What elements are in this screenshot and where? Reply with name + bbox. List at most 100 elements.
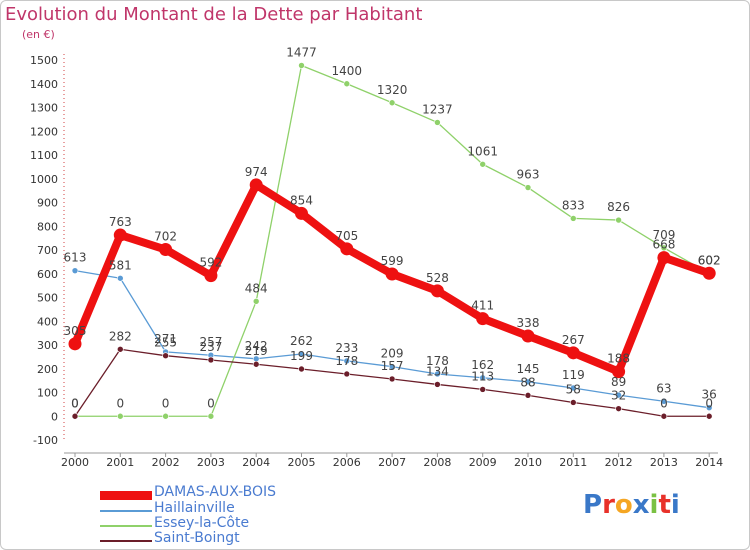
data-point-essey-la-c-te [660, 244, 668, 252]
x-tick-label: 2006 [333, 456, 361, 469]
data-label-essey-la-c-te: 826 [607, 200, 630, 214]
data-point-damas-aux-bois [385, 267, 399, 281]
data-point-haillainville [388, 363, 396, 370]
data-label-haillainville: 271 [154, 332, 177, 346]
data-point-saint-boingt [434, 381, 441, 388]
data-point-damas-aux-bois [340, 242, 354, 256]
x-tick-label: 2012 [605, 456, 633, 469]
chart-title: Evolution du Montant de la Dette par Hab… [5, 4, 423, 25]
x-tick-label: 2003 [197, 456, 225, 469]
legend-swatch-damas [100, 491, 152, 500]
y-tick-label: 1400 [30, 78, 58, 91]
legend-swatch-saint-boingt [100, 540, 152, 542]
data-label-damas-aux-bois: 763 [109, 215, 132, 229]
data-label-essey-la-c-te: 0 [207, 396, 215, 410]
y-tick-label: 1500 [30, 54, 58, 67]
data-label-damas-aux-bois: 305 [64, 324, 87, 338]
data-point-essey-la-c-te [252, 297, 260, 305]
data-point-damas-aux-bois [159, 243, 173, 257]
data-label-haillainville: 89 [611, 375, 626, 389]
data-point-damas-aux-bois [249, 178, 263, 192]
data-label-essey-la-c-te: 0 [116, 396, 124, 410]
data-label-haillainville: 36 [702, 388, 717, 402]
data-label-damas-aux-bois: 854 [290, 193, 313, 207]
data-label-damas-aux-bois: 974 [245, 165, 268, 179]
y-tick-label: 100 [37, 387, 58, 400]
data-point-saint-boingt [162, 352, 169, 359]
data-point-damas-aux-bois [612, 365, 626, 379]
data-label-damas-aux-bois: 411 [471, 299, 494, 313]
data-point-damas-aux-bois [68, 337, 82, 351]
data-label-essey-la-c-te: 1477 [286, 45, 317, 59]
y-tick-label: 800 [37, 220, 58, 233]
data-point-haillainville [343, 357, 351, 365]
data-point-damas-aux-bois [476, 312, 490, 326]
data-label-saint-boingt: 178 [335, 354, 358, 368]
logo-letter: o [614, 490, 633, 520]
data-point-damas-aux-bois [204, 269, 218, 283]
data-point-damas-aux-bois [702, 266, 716, 280]
x-tick-label: 2011 [559, 456, 587, 469]
data-point-damas-aux-bois [113, 228, 127, 242]
x-tick-label: 2002 [152, 456, 180, 469]
x-tick-label: 2005 [288, 456, 316, 469]
data-point-haillainville [71, 267, 79, 274]
data-point-damas-aux-bois [566, 346, 580, 360]
data-label-haillainville: 162 [471, 358, 494, 372]
x-tick-label: 2000 [61, 456, 89, 469]
legend-swatch-essey [100, 525, 152, 527]
y-tick-label: 200 [37, 363, 58, 376]
data-point-essey-la-c-te [615, 216, 622, 224]
data-point-essey-la-c-te [434, 119, 441, 126]
data-point-essey-la-c-te [298, 62, 305, 69]
data-label-damas-aux-bois: 668 [652, 238, 675, 252]
data-point-haillainville [660, 397, 668, 405]
data-label-essey-la-c-te: 833 [562, 198, 585, 212]
logo-letter: P [583, 490, 603, 520]
data-label-haillainville: 63 [656, 381, 671, 395]
legend-label-saint-boingt: Saint-Boingt [154, 530, 240, 546]
x-tick-label: 2008 [423, 456, 451, 469]
data-label-damas-aux-bois: 338 [517, 316, 540, 330]
data-label-damas-aux-bois: 188 [607, 352, 630, 366]
data-label-haillainville: 613 [64, 251, 87, 265]
data-point-haillainville [298, 350, 305, 358]
x-tick-label: 2009 [469, 456, 497, 469]
data-label-essey-la-c-te: 963 [517, 168, 540, 182]
data-label-damas-aux-bois: 592 [199, 256, 222, 270]
data-label-haillainville: 581 [109, 258, 132, 272]
unit-label: (en €) [22, 28, 55, 41]
data-label-essey-la-c-te: 0 [162, 396, 170, 410]
logo-letter: x [632, 490, 650, 520]
x-tick-label: 2001 [106, 456, 134, 469]
x-tick-label: 2014 [695, 456, 723, 469]
y-tick-label: 0 [51, 410, 58, 423]
data-label-saint-boingt: 237 [199, 340, 222, 354]
data-label-haillainville: 209 [381, 347, 404, 361]
data-label-essey-la-c-te: 1061 [467, 144, 498, 158]
data-point-essey-la-c-te [524, 184, 532, 191]
data-label-haillainville: 119 [562, 368, 585, 382]
logo-letter: i [649, 490, 659, 520]
data-label-damas-aux-bois: 599 [381, 254, 404, 268]
logo-letter: t [658, 490, 671, 520]
data-point-essey-la-c-te [343, 80, 351, 88]
data-point-saint-boingt [660, 412, 668, 420]
data-label-saint-boingt: 134 [426, 364, 449, 378]
legend-label-haillainville: Haillainville [154, 500, 235, 516]
data-point-essey-la-c-te [117, 412, 124, 420]
data-point-saint-boingt [71, 412, 79, 420]
data-label-damas-aux-bois: 528 [426, 271, 449, 285]
data-label-haillainville: 178 [426, 354, 449, 368]
data-label-saint-boingt: 157 [381, 359, 404, 373]
data-label-damas-aux-bois: 705 [335, 229, 358, 243]
data-point-saint-boingt [298, 365, 305, 373]
data-label-saint-boingt: 199 [290, 349, 313, 363]
data-label-saint-boingt: 32 [611, 389, 626, 403]
data-point-saint-boingt [388, 375, 396, 383]
data-point-essey-la-c-te [162, 412, 169, 420]
data-label-haillainville: 233 [335, 341, 358, 355]
logo-letter: i [670, 490, 680, 520]
data-point-saint-boingt [207, 356, 215, 364]
data-label-damas-aux-bois: 602 [698, 253, 721, 267]
